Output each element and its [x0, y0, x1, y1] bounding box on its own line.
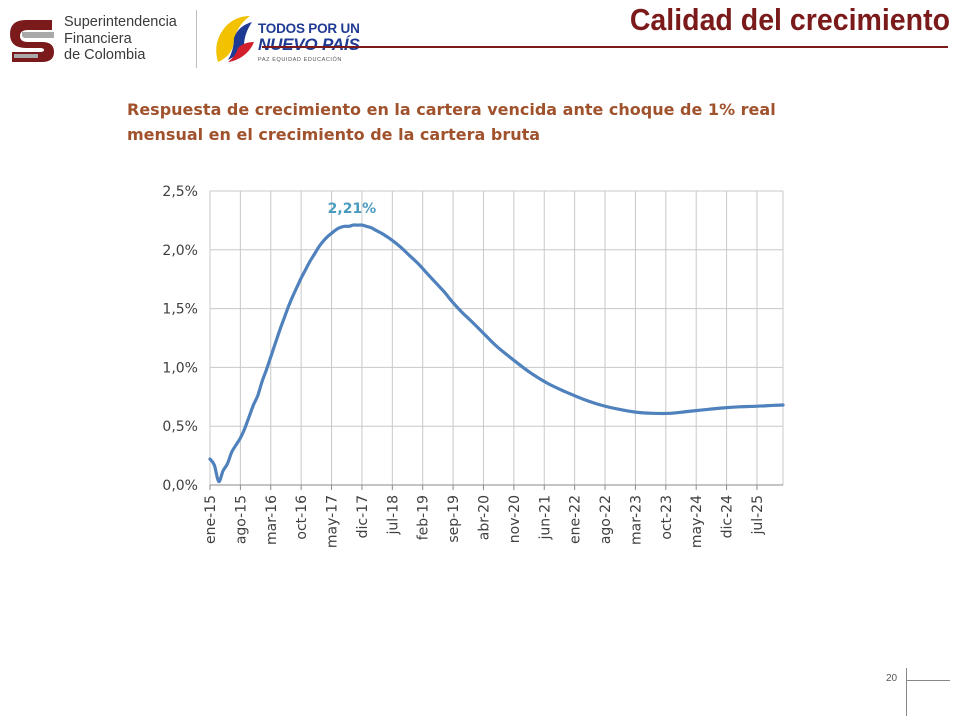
y-tick-label: 2,0%: [162, 243, 198, 259]
superintendencia-name: Superintendencia Financiera de Colombia: [64, 14, 177, 64]
gov-tagline: PAZ EQUIDAD EDUCACIÓN: [258, 57, 343, 63]
corner-mark-vertical: [906, 668, 907, 716]
x-tick-label: mar-16: [264, 495, 280, 545]
subtitle-line-2: mensual en el crecimiento de la cartera …: [127, 125, 541, 144]
y-tick-label: 1,5%: [162, 302, 198, 318]
page-number: 20: [886, 673, 898, 684]
x-tick-label: oct-16: [294, 495, 310, 540]
label-layer: 2,21%: [328, 201, 377, 217]
series-line-0: [208, 223, 785, 484]
gov-title: TODOS POR UN NUEVO PAÍS: [258, 22, 360, 54]
x-tick-label: abr-20: [476, 495, 492, 540]
chart-subtitle: Respuesta de crecimiento en la cartera v…: [127, 97, 857, 147]
header-divider: [196, 10, 197, 68]
title-rule: [262, 46, 948, 48]
superintendencia-logo: [10, 20, 54, 62]
series-layer: [208, 223, 785, 484]
y-tick-label: 0,0%: [162, 478, 198, 494]
todos-por-un-nuevo-pais-logo: [216, 16, 254, 62]
x-tick-label: nov-20: [507, 495, 523, 543]
x-tick-label: may-24: [689, 495, 705, 548]
gov-title-line-1: TODOS POR UN: [258, 21, 360, 36]
x-tick-label: dic-24: [720, 495, 736, 538]
org-name-line-1: Superintendencia: [64, 14, 177, 30]
x-tick-label: oct-23: [659, 495, 675, 540]
peak-annotation: 2,21%: [328, 201, 377, 217]
grid-layer: [209, 190, 784, 486]
org-name-line-3: de Colombia: [64, 47, 146, 63]
org-name-line-2: Financiera: [64, 30, 132, 47]
x-tick-label: jul-18: [385, 495, 401, 536]
x-tick-label: jul-25: [750, 495, 766, 536]
x-tick-label: feb-19: [416, 495, 432, 540]
x-tick-label: ago-22: [598, 495, 614, 544]
gov-title-line-2: NUEVO PAÍS: [258, 35, 360, 54]
x-tick-label: ago-15: [233, 495, 249, 544]
x-tick-label: may-17: [325, 495, 341, 548]
y-tick-label: 1,0%: [162, 360, 198, 376]
x-tick-label: mar-23: [628, 495, 644, 545]
x-tick-label: dic-17: [355, 495, 371, 538]
x-tick-label: ene-22: [568, 495, 584, 544]
y-tick-label: 2,5%: [162, 184, 198, 200]
corner-mark-horizontal: [906, 680, 950, 681]
page-title: Calidad del crecimiento: [629, 2, 950, 37]
x-tick-label: ene-15: [203, 495, 219, 544]
y-tick-label: 0,5%: [162, 419, 198, 435]
x-tick-label: jun-21: [537, 495, 553, 541]
x-tick-label: sep-19: [446, 495, 462, 543]
axis-layer: 0,0% 0,5% 1,0% 1,5% 2,0% 2,5% ene-15 ago-15 mar-…: [162, 184, 783, 548]
subtitle-line-1: Respuesta de crecimiento en la cartera v…: [127, 100, 776, 119]
